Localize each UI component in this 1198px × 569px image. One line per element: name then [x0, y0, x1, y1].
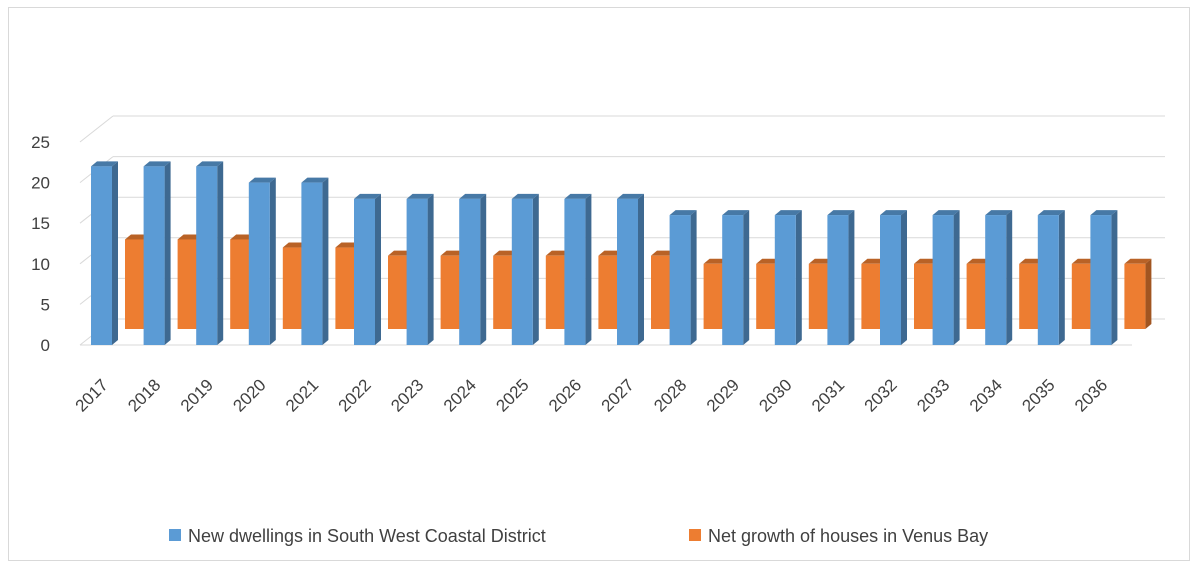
x-tick-label-2026: 2026 — [545, 375, 585, 415]
y-tick-label: 15 — [31, 214, 50, 233]
bar-new-dwellings-2028 — [669, 210, 697, 345]
y-tick-label: 10 — [31, 255, 50, 274]
bar-new-dwellings-2033 — [932, 210, 960, 345]
bar-new-dwellings-2022 — [354, 193, 381, 345]
x-tick-label-2031: 2031 — [808, 375, 848, 415]
x-tick-label-2034: 2034 — [966, 375, 1006, 415]
bar-new-dwellings-2026 — [564, 193, 592, 345]
x-tick-label-2029: 2029 — [703, 375, 743, 415]
x-axis-ticks: 2017 2018 2019 2020 2021 2022 2023 2024 2025 2026… — [72, 375, 1112, 415]
x-tick-label-2032: 2032 — [861, 375, 901, 415]
bar-new-dwellings-2018 — [143, 161, 171, 345]
bar-new-dwellings-2035 — [1037, 210, 1065, 345]
legend: New dwellings in South West Coastal Dist… — [169, 526, 988, 546]
bar-new-dwellings-2034 — [985, 210, 1013, 345]
x-tick-label-2020: 2020 — [229, 375, 269, 415]
bar-new-dwellings-2024 — [459, 193, 487, 345]
legend-swatch-net-growth — [689, 529, 701, 541]
y-axis-ticks: 0 5 10 15 20 25 — [31, 133, 50, 355]
bars — [91, 161, 1152, 345]
bar-new-dwellings-2017 — [91, 161, 118, 345]
x-tick-label-2030: 2030 — [755, 375, 795, 415]
x-tick-label-2035: 2035 — [1018, 375, 1058, 415]
bar-new-dwellings-2019 — [196, 161, 224, 345]
bar-new-dwellings-2036 — [1090, 210, 1118, 345]
x-tick-label-2036: 2036 — [1071, 375, 1111, 415]
x-tick-label-2028: 2028 — [650, 375, 690, 415]
x-tick-label-2024: 2024 — [440, 375, 480, 415]
bar-new-dwellings-2020 — [248, 177, 276, 345]
legend-label-new-dwellings: New dwellings in South West Coastal Dist… — [188, 526, 546, 546]
y-tick-label: 0 — [41, 336, 50, 355]
x-tick-label-2023: 2023 — [387, 375, 427, 415]
bar-new-dwellings-2031 — [827, 210, 855, 345]
legend-label-net-growth: Net growth of houses in Venus Bay — [708, 526, 988, 546]
bar-new-dwellings-2030 — [774, 210, 802, 345]
x-tick-label-2027: 2027 — [598, 375, 638, 415]
y-tick-label: 25 — [31, 133, 50, 152]
bar-net-growth-2036 — [1124, 258, 1152, 329]
gridline-diagonal — [79, 115, 114, 143]
x-tick-label-2033: 2033 — [913, 375, 953, 415]
y-tick-label: 20 — [31, 174, 50, 193]
x-tick-label-2025: 2025 — [492, 375, 532, 415]
bar-new-dwellings-2021 — [301, 177, 329, 345]
bar-new-dwellings-2023 — [406, 193, 434, 345]
bar-new-dwellings-2029 — [722, 210, 750, 345]
y-tick-label: 5 — [41, 295, 50, 314]
bar-new-dwellings-2025 — [511, 193, 539, 345]
legend-swatch-new-dwellings — [169, 529, 181, 541]
bar-new-dwellings-2032 — [880, 210, 907, 345]
x-tick-label-2019: 2019 — [177, 375, 217, 415]
x-tick-label-2017: 2017 — [72, 375, 112, 415]
x-tick-label-2018: 2018 — [124, 375, 164, 415]
x-tick-label-2022: 2022 — [335, 375, 375, 415]
bar-new-dwellings-2027 — [617, 193, 644, 345]
x-tick-label-2021: 2021 — [282, 375, 322, 415]
